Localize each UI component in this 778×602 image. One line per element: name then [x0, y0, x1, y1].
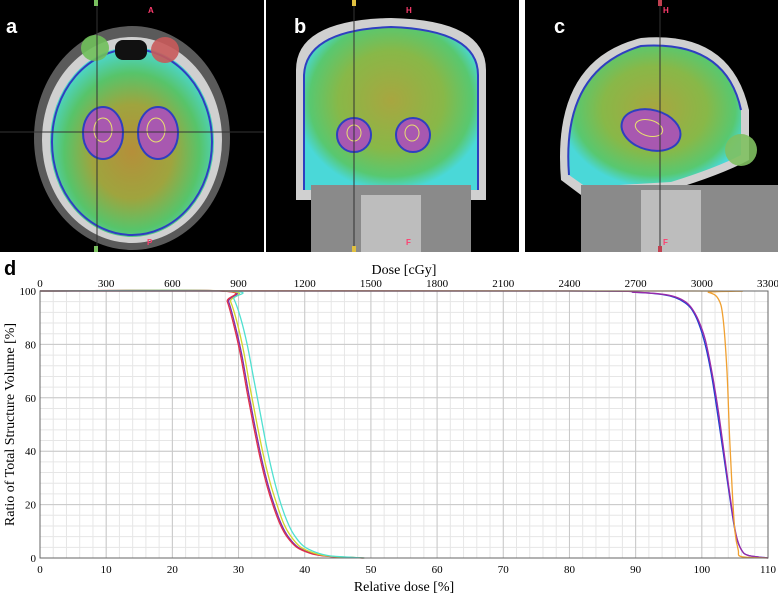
dvh-chart: 0 10 20 30 40 50 60 70 80 90 100 110 0 300 600 900 1200…	[0, 252, 778, 597]
dvh-series-line-5	[39, 290, 769, 559]
x-tick-label: 80	[564, 564, 576, 576]
coronal-dose-panel: b H F	[266, 0, 519, 252]
x2-tick-label: 1500	[360, 278, 383, 290]
major-grid	[39, 290, 769, 559]
dvh-series-line-6	[39, 290, 769, 559]
panel-label-c: c	[554, 16, 566, 38]
x-tick-label: 50	[365, 564, 377, 576]
orientation-marker-bottom: F	[406, 238, 411, 247]
panel-label-d: d	[4, 258, 17, 280]
ct-panel-row: a A P b	[0, 0, 778, 252]
x2-tick-label: 2400	[558, 278, 581, 290]
y-tick-labels: 0 20 40 60 80 100	[20, 286, 37, 565]
x2-tick-label: 1800	[426, 278, 449, 290]
x-axis-label: Relative dose [%]	[354, 580, 454, 595]
panel-divider	[264, 0, 266, 252]
dvh-series-line-7	[39, 290, 769, 559]
x-tick-label: 110	[760, 564, 777, 576]
orientation-marker-bottom: F	[663, 238, 668, 247]
y-tick-label: 0	[31, 553, 37, 565]
x-tick-label: 40	[299, 564, 311, 576]
panel-label-b: b	[294, 16, 307, 38]
x-tick-label: 90	[630, 564, 642, 576]
x-tick-label: 60	[432, 564, 444, 576]
coronal-ct-image	[296, 0, 486, 252]
axial-dose-panel: a A P	[0, 0, 264, 252]
series-layer	[39, 289, 769, 559]
y-tick-label: 100	[20, 286, 37, 298]
x-tick-labels: 0 10 20 30 40 50 60 70 80 90 100 110	[37, 564, 776, 576]
x-tick-label: 70	[498, 564, 510, 576]
x-tick-label: 20	[167, 564, 179, 576]
x2-tick-labels: 0 300 600 900 1200 1500 1800 2100 2400 2700 3000 33…	[37, 278, 778, 290]
dvh-series-line-4	[39, 289, 365, 559]
x2-tick-label: 1200	[294, 278, 317, 290]
x-tick-label: 100	[694, 564, 711, 576]
orientation-marker-top: H	[663, 6, 669, 15]
y-tick-label: 20	[25, 500, 37, 512]
dvh-series-line-2	[39, 289, 363, 559]
x2-tick-label: 0	[37, 278, 43, 290]
panel-label-a: a	[6, 16, 18, 38]
x2-tick-label: 600	[164, 278, 181, 290]
y-tick-label: 40	[25, 446, 37, 458]
orientation-marker-bottom: P	[147, 238, 153, 247]
x2-tick-label: 3300	[757, 278, 778, 290]
x2-tick-label: 3000	[691, 278, 714, 290]
dvh-chart-svg: 0 10 20 30 40 50 60 70 80 90 100 110 0 300 600 900 1200…	[3, 263, 778, 595]
x-tick-label: 0	[37, 564, 43, 576]
dvh-series-line-1	[39, 289, 365, 559]
y-tick-label: 60	[25, 393, 37, 405]
panel-divider	[519, 0, 521, 252]
dvh-series-line-3	[39, 289, 365, 559]
minor-grid	[39, 290, 769, 559]
axial-ct-image	[0, 0, 264, 252]
sagittal-dose-panel: c H F	[521, 0, 778, 252]
x-tick-label: 10	[101, 564, 113, 576]
sagittal-ct-image	[521, 0, 778, 252]
x2-tick-label: 900	[230, 278, 247, 290]
x2-axis-label: Dose [cGy]	[372, 263, 437, 278]
y-axis-label: Ratio of Total Structure Volume [%]	[3, 323, 18, 526]
y-tick-label: 80	[25, 339, 37, 351]
x-tick-label: 30	[233, 564, 245, 576]
orientation-marker-top: H	[406, 6, 412, 15]
x2-tick-label: 2100	[492, 278, 515, 290]
plot-frame	[39, 290, 769, 559]
x2-tick-label: 2700	[625, 278, 648, 290]
x2-tick-label: 300	[98, 278, 115, 290]
orientation-marker-top: A	[148, 6, 154, 15]
